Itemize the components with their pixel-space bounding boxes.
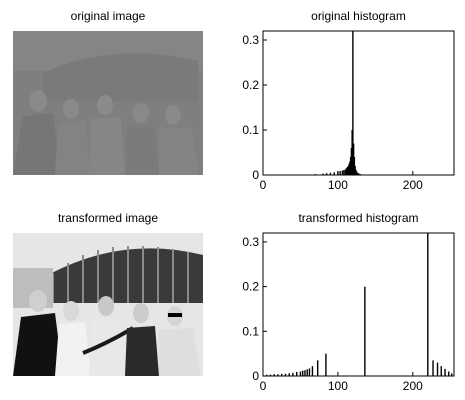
y-tick-label: 0 [252,369,259,383]
x-tick-label: 100 [328,178,348,192]
transformed-histogram-title: transformed histogram [298,211,419,225]
transformed-image-title: transformed image [57,211,159,225]
y-tick-label: 0.2 [242,280,259,294]
y-tick-label: 0.1 [242,123,259,137]
y-tick-label: 0 [252,168,259,182]
x-tick-label: 200 [403,379,423,393]
x-tick-label: 0 [260,178,267,192]
x-tick-label: 100 [328,379,348,393]
transformed-photo-scene [13,233,203,376]
y-tick-label: 0.3 [242,235,259,249]
y-tick-label: 0.2 [242,78,259,92]
original-histogram-title: original histogram [311,9,406,23]
x-tick-label: 200 [403,178,423,192]
original-photo [13,31,203,175]
x-tick-label: 0 [260,379,267,393]
y-tick-label: 0.3 [242,33,259,47]
transformed-photo [13,233,203,376]
original-photo-scene [13,31,203,175]
plot-frame [262,232,455,377]
y-tick-label: 0.1 [242,324,259,338]
original-image-title: original image [70,9,146,23]
plot-frame [262,30,455,176]
